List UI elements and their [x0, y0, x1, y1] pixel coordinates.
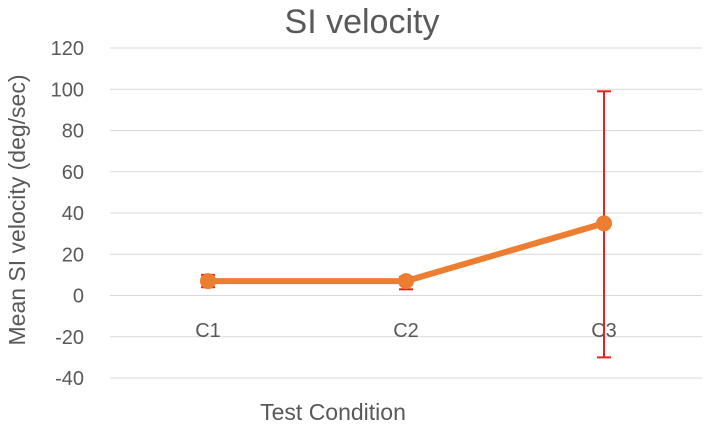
- chart-title: SI velocity: [285, 3, 440, 41]
- y-tick-label: 100: [51, 79, 84, 101]
- y-tick-label: 60: [62, 162, 84, 184]
- y-tick-label: -40: [55, 368, 84, 390]
- y-tick-labels: -40 -20 0 20 40 60 80 100 120: [51, 38, 84, 390]
- y-tick-label: 20: [62, 244, 84, 266]
- x-axis-title: Test Condition: [260, 399, 406, 425]
- y-tick-label: -20: [55, 327, 84, 349]
- error-bars: [201, 90, 611, 359]
- data-markers: [200, 215, 612, 290]
- series-line-layer: [205, 220, 607, 285]
- x-category-labels: C1 C2 C3: [195, 320, 617, 342]
- y-tick-label: 0: [73, 286, 84, 308]
- y-tick-label: 120: [51, 38, 84, 60]
- y-tick-label: 40: [62, 203, 84, 225]
- y-tick-label: 80: [62, 121, 84, 143]
- data-point: [398, 273, 414, 290]
- series-line: [205, 220, 607, 285]
- x-category-label: C1: [195, 320, 221, 342]
- x-category-label: C2: [393, 320, 419, 342]
- data-point: [596, 215, 612, 232]
- data-point: [200, 273, 216, 290]
- y-axis-title: Mean SI velocity (deg/sec): [4, 74, 30, 345]
- gridlines: [110, 47, 702, 379]
